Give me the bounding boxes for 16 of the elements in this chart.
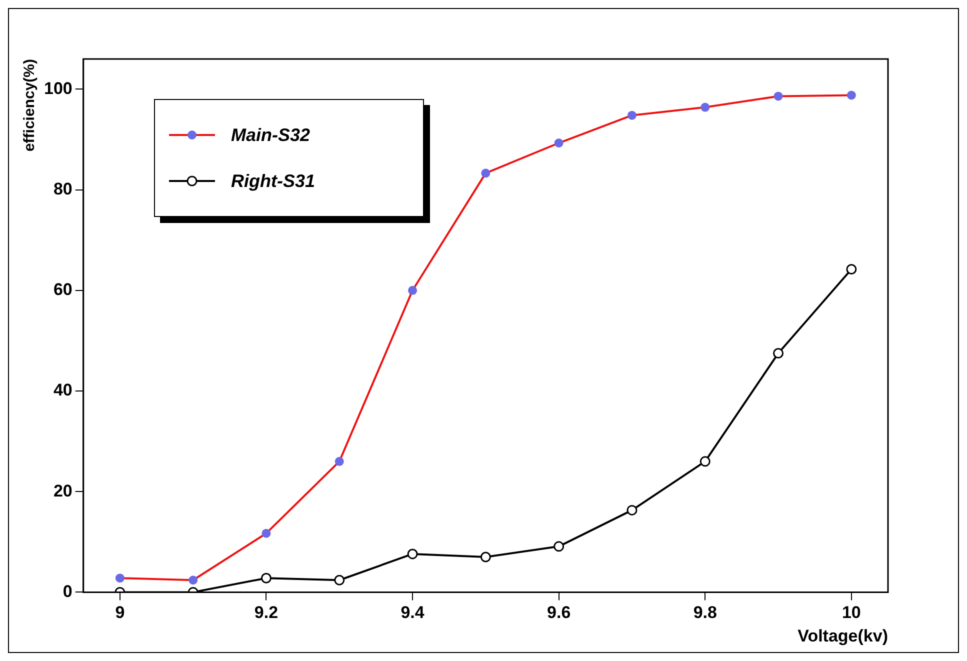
x-tick-label: 9.4 <box>400 603 425 622</box>
x-axis-title: Voltage(kv) <box>798 626 888 646</box>
y-tick-label: 0 <box>62 582 72 601</box>
y-tick-label: 20 <box>53 481 72 500</box>
x-tick-label: 9 <box>115 603 125 622</box>
y-tick-label: 100 <box>44 78 72 98</box>
y-tick-label: 40 <box>53 380 72 400</box>
legend-label: Main-S32 <box>231 124 310 146</box>
x-tick-label: 10 <box>842 603 861 622</box>
y-tick-label: 60 <box>53 280 72 300</box>
x-tick-label: 9.8 <box>693 603 717 622</box>
y-axis-title: efficiency(%) <box>21 59 38 152</box>
x-tick-label: 9.6 <box>547 603 571 622</box>
x-tick-label: 9.2 <box>254 603 278 622</box>
y-tick-label: 80 <box>53 179 72 198</box>
legend-label: Right-S31 <box>231 170 316 192</box>
